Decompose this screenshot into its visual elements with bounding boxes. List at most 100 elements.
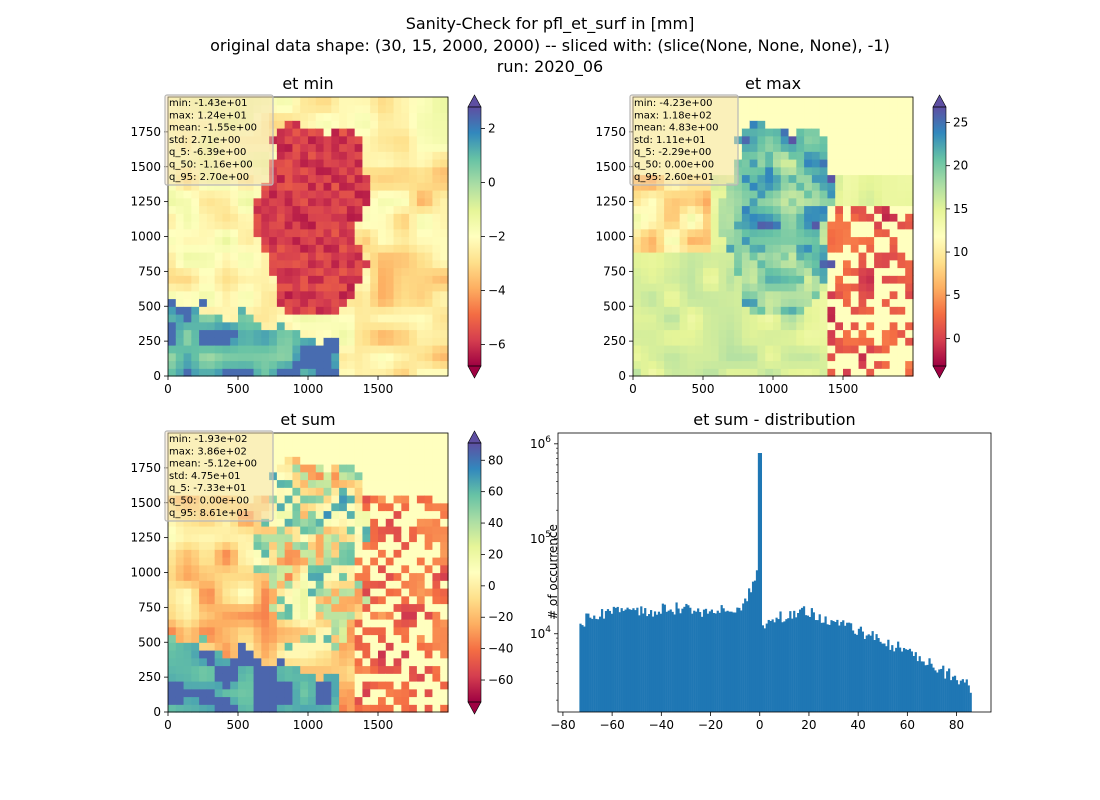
- heatmap-cell: [874, 112, 883, 121]
- heatmap-cell: [416, 352, 426, 362]
- heatmap-cell: [664, 221, 673, 230]
- heatmap-cell: [370, 151, 379, 160]
- heatmap-cell: [710, 314, 720, 323]
- heatmap-cell: [648, 197, 657, 207]
- stats-line: q_5: -6.39e+00: [169, 147, 246, 158]
- heatmap-cell: [222, 345, 231, 354]
- heatmap-cell: [409, 197, 418, 207]
- heatmap-cell: [718, 174, 727, 183]
- heatmap-cell: [889, 182, 899, 191]
- heatmap-cell: [339, 611, 348, 620]
- heatmap-cell: [440, 448, 449, 457]
- heatmap-cell: [424, 205, 434, 214]
- heatmap-cell: [362, 228, 371, 238]
- heatmap-cell: [796, 135, 805, 145]
- heatmap-cell: [191, 151, 200, 160]
- heatmap-cell: [819, 352, 829, 362]
- heatmap-cell: [633, 159, 642, 168]
- heatmap-cell: [726, 275, 735, 284]
- heatmap-cell: [897, 259, 906, 269]
- heatmap-cell: [440, 619, 449, 628]
- histogram-bar: [685, 603, 688, 712]
- heatmap-cell: [214, 298, 224, 307]
- heatmap-cell: [292, 487, 301, 496]
- heatmap-cell: [385, 190, 395, 199]
- heatmap-cell: [261, 440, 270, 450]
- heatmap-cell: [378, 104, 387, 114]
- heatmap-cell: [269, 283, 278, 292]
- heatmap-cell: [284, 440, 294, 450]
- heatmap-cell: [897, 151, 906, 160]
- heatmap-cell: [199, 704, 208, 713]
- heatmap-cell: [780, 159, 790, 168]
- histogram-bar: [722, 608, 725, 712]
- heatmap-cell: [827, 259, 836, 269]
- heatmap-cell: [687, 345, 696, 354]
- heatmap-cell: [424, 479, 434, 488]
- heatmap-cell: [168, 626, 177, 636]
- histogram-bar: [781, 622, 784, 712]
- heatmap-cell: [409, 329, 418, 338]
- heatmap-cell: [401, 657, 410, 667]
- heatmap-cell: [874, 97, 883, 106]
- heatmap-cell: [874, 252, 883, 261]
- heatmap-cell: [331, 603, 340, 612]
- heatmap-cell: [199, 696, 208, 705]
- heatmap-cell: [889, 252, 899, 261]
- heatmap-cell: [850, 213, 860, 222]
- heatmap-cell: [843, 283, 852, 292]
- heatmap-cell: [331, 456, 340, 465]
- heatmap-cell: [385, 112, 395, 121]
- heatmap-cell: [416, 657, 426, 667]
- heatmap-cell: [889, 244, 899, 253]
- heatmap-cell: [276, 650, 286, 659]
- heatmap-cell: [749, 345, 759, 354]
- heatmap-cell: [362, 104, 371, 114]
- heatmap-cell: [323, 151, 332, 160]
- heatmap-cell: [300, 541, 309, 550]
- heatmap-cell: [843, 128, 852, 137]
- heatmap-cell: [866, 252, 875, 261]
- heatmap-cell: [199, 182, 208, 191]
- heatmap-cell: [238, 440, 247, 450]
- heatmap-cell: [323, 228, 332, 238]
- heatmap-cell: [734, 352, 743, 362]
- heatmap-cell: [378, 696, 387, 705]
- heatmap-cell: [804, 368, 813, 377]
- y-tick-label: 1500: [130, 496, 161, 510]
- heatmap-cell: [323, 360, 332, 369]
- heatmap-cell: [866, 197, 875, 207]
- heatmap-cell: [858, 197, 867, 207]
- heatmap-cell: [308, 128, 317, 137]
- heatmap-cell: [424, 135, 434, 145]
- heatmap-cell: [276, 595, 286, 605]
- heatmap-cell: [191, 634, 200, 643]
- y-tick-label: 750: [138, 600, 161, 614]
- heatmap-cell: [757, 368, 766, 377]
- heatmap-cell: [175, 345, 185, 354]
- heatmap-cell: [300, 205, 309, 214]
- heatmap-cell: [416, 634, 426, 643]
- heatmap-cell: [819, 252, 829, 261]
- heatmap-cell: [284, 526, 294, 535]
- heatmap-cell: [385, 626, 395, 636]
- heatmap-cell: [710, 135, 720, 145]
- heatmap-cell: [331, 626, 340, 636]
- heatmap-cell: [269, 580, 278, 589]
- heatmap-cell: [866, 267, 875, 276]
- heatmap-cell: [409, 166, 418, 176]
- heatmap-cell: [440, 440, 449, 450]
- heatmap-cell: [276, 541, 286, 550]
- heatmap-cell: [183, 487, 192, 496]
- heatmap-cell: [284, 456, 294, 465]
- heatmap-cell: [253, 518, 262, 527]
- heatmap-cell: [191, 360, 200, 369]
- heatmap-cell: [168, 456, 177, 465]
- heatmap-cell: [354, 526, 364, 535]
- heatmap-cell: [695, 205, 704, 214]
- heatmap-cell: [300, 213, 309, 222]
- heatmap-cell: [308, 564, 317, 574]
- heatmap-cell: [424, 518, 434, 527]
- heatmap-cell: [191, 580, 200, 589]
